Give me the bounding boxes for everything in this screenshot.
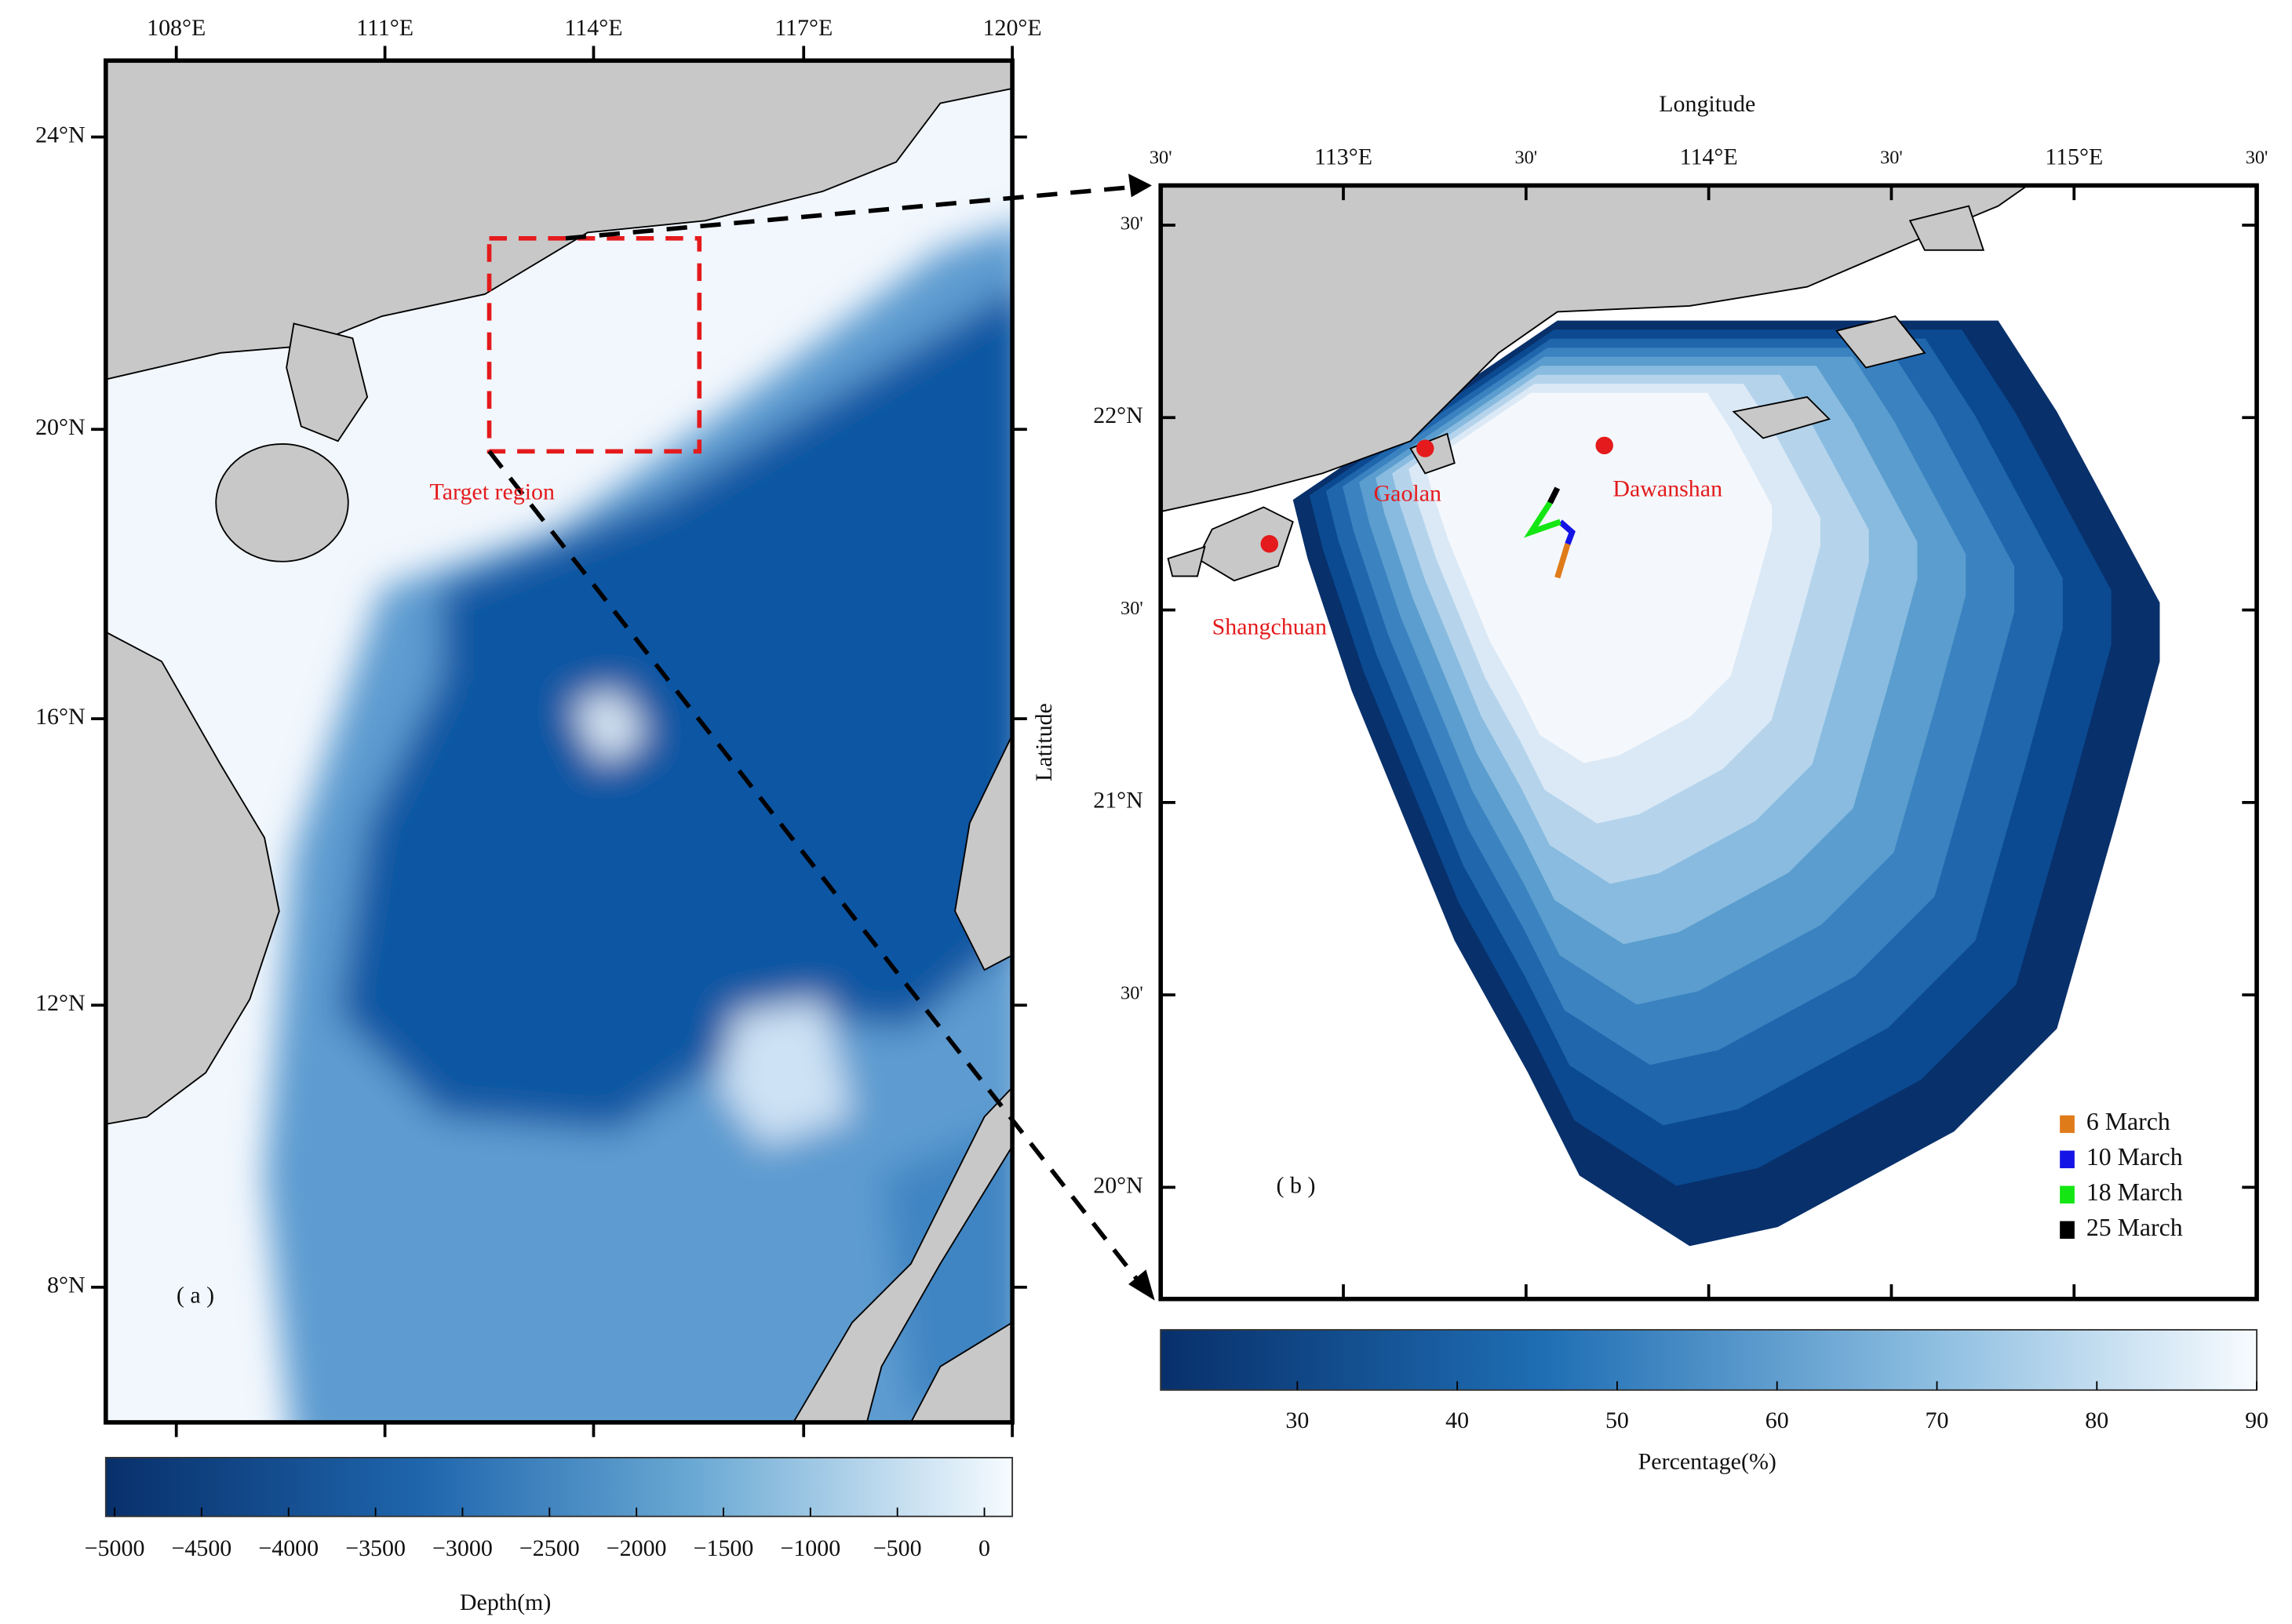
place-marker [1416, 439, 1434, 457]
lon-tick-label: 115°E [2045, 144, 2103, 170]
arrow-head [1128, 173, 1152, 198]
colorbar-tick-label: 50 [1605, 1407, 1629, 1433]
lon-tick-label: 30' [1880, 147, 1903, 168]
lat-tick-label: 20°N [35, 414, 86, 440]
lon-tick-label: 30' [1514, 147, 1537, 168]
lat-tick-label: 12°N [35, 990, 86, 1016]
lat-tick-label: 30' [1120, 983, 1143, 1004]
colorbar-tick-label: 40 [1445, 1407, 1469, 1433]
lon-tick-label: 30' [2246, 147, 2268, 168]
zoom-line [487, 450, 1141, 1283]
lon-tick-label: 30' [1150, 147, 1172, 168]
x-axis-label: Longitude [1659, 91, 1755, 117]
y-axis-label: Latitude [1031, 703, 1057, 781]
percentage-field [1292, 320, 2160, 1247]
contour-band [1425, 392, 1773, 763]
legend-label: 18 March [2086, 1178, 2183, 1206]
lon-tick-label: 111°E [356, 15, 414, 41]
percentage-colorbar [1160, 1329, 2257, 1391]
lat-tick-label: 30' [1120, 213, 1143, 235]
place-marker [1260, 535, 1279, 553]
colorbar-tick-label: −4000 [258, 1535, 319, 1561]
colorbar-tick-label: −2500 [519, 1535, 580, 1561]
colorbar-tick-label: −500 [873, 1535, 922, 1561]
colorbar-tick-label: 70 [1926, 1407, 1949, 1433]
place-marker [1595, 436, 1613, 455]
colorbar-tick-label: 0 [978, 1535, 990, 1561]
colorbar-tick-label: −3000 [432, 1535, 493, 1561]
colorbar-label: Depth(m) [460, 1589, 551, 1615]
panel-label: ( a ) [177, 1283, 214, 1309]
place-label: Dawanshan [1612, 476, 1722, 502]
lon-tick-label: 108°E [147, 15, 206, 41]
legend-label: 25 March [2086, 1214, 2183, 1241]
lon-tick-label: 114°E [564, 15, 622, 41]
legend-swatch [2060, 1115, 2075, 1134]
zoom-line [565, 184, 1135, 241]
legend-label: 6 March [2086, 1108, 2170, 1135]
lat-tick-label: 8°N [47, 1273, 86, 1298]
lat-tick-label: 22°N [1093, 402, 1143, 428]
depth-colorbar [104, 1456, 1014, 1517]
colorbar-label: Percentage(%) [1638, 1448, 1776, 1474]
lat-tick-label: 16°N [35, 704, 86, 730]
lon-tick-label: 120°E [983, 15, 1042, 41]
legend-swatch [2060, 1150, 2075, 1169]
lat-tick-label: 30' [1120, 598, 1143, 619]
lat-tick-label: 24°N [35, 122, 86, 147]
legend-label: 10 March [2086, 1143, 2183, 1171]
annotation: Target region [430, 479, 555, 504]
place-label: Gaolan [1374, 480, 1441, 506]
place-label: Shangchuan [1212, 614, 1327, 640]
colorbar-tick-label: 60 [1765, 1407, 1789, 1433]
colorbar-tick-label: −2000 [607, 1535, 667, 1561]
colorbar-tick-label: 90 [2245, 1407, 2268, 1433]
legend-swatch [2060, 1221, 2075, 1239]
colorbar-tick-label: −1000 [780, 1535, 840, 1561]
lat-tick-label: 21°N [1093, 788, 1143, 814]
legend-swatch [2060, 1185, 2075, 1204]
colorbar-tick-label: −5000 [85, 1535, 145, 1561]
panel-a-map [105, 60, 1013, 1422]
colorbar-tick-label: 30 [1285, 1407, 1309, 1433]
lon-tick-label: 113°E [1314, 144, 1372, 170]
colorbar-tick-label: 80 [2085, 1407, 2108, 1433]
lat-tick-label: 20°N [1093, 1172, 1143, 1198]
colorbar-tick-label: −4500 [172, 1535, 232, 1561]
panel-a-frame [104, 58, 1015, 1425]
lon-tick-label: 114°E [1680, 144, 1738, 170]
colorbar-tick-label: −1500 [694, 1535, 754, 1561]
panel-b-map [1161, 185, 2257, 1299]
lon-tick-label: 117°E [774, 15, 833, 41]
target-box [486, 236, 702, 454]
arrow-head [1128, 1269, 1155, 1301]
panel-label: ( b ) [1277, 1172, 1316, 1198]
drift-track [1523, 486, 1576, 579]
colorbar-tick-label: −3500 [345, 1535, 406, 1561]
